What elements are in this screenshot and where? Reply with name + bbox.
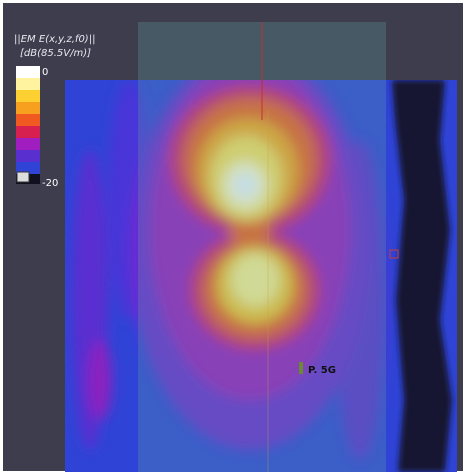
legend-min: -20 [42, 178, 58, 189]
annotation: P. 5G [308, 365, 336, 376]
legend-max: 0 [42, 67, 48, 78]
probe-marker [299, 249, 399, 374]
legend-unit: [dB(85.5V/m)] [20, 48, 91, 59]
colorbar [16, 66, 40, 184]
legend-title: ||EM E(x,y,z,f0)|| [14, 34, 95, 45]
field-map [65, 80, 457, 472]
